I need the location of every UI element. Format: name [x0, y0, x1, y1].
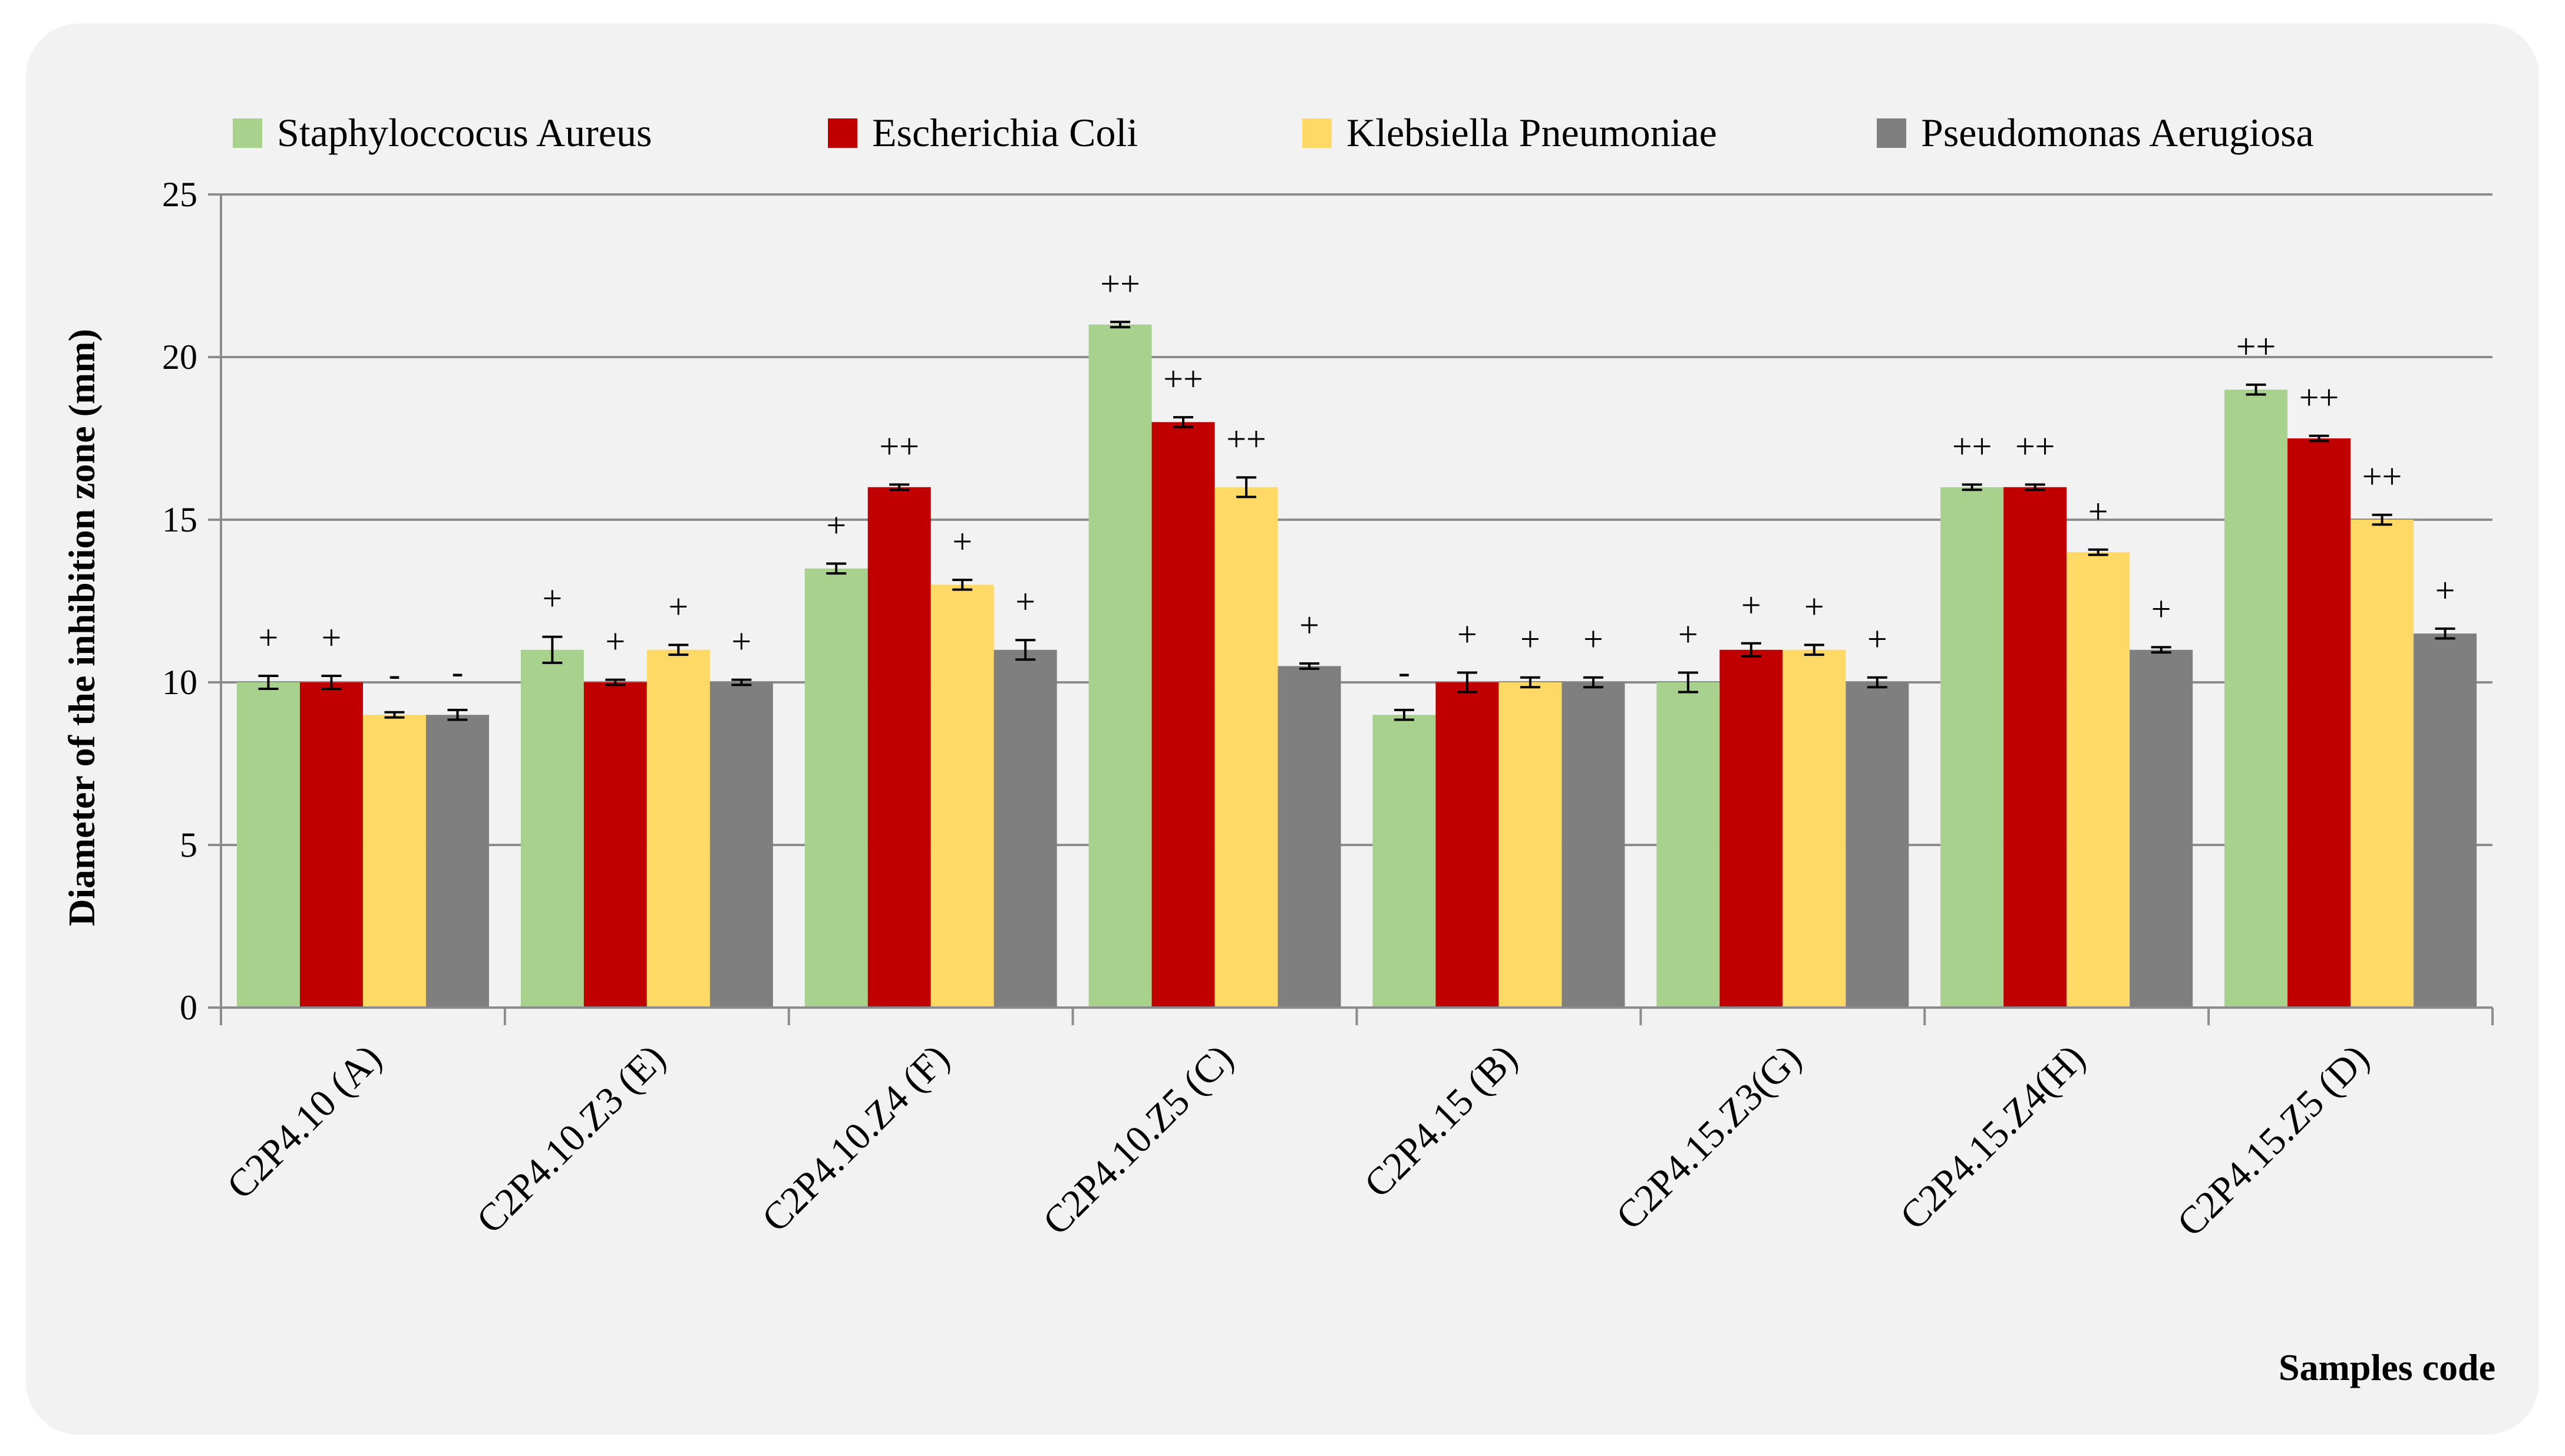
significance-label: +	[1741, 586, 1761, 625]
significance-label: +	[952, 522, 972, 561]
bar	[2224, 389, 2288, 1008]
significance-label: ++	[1163, 359, 1203, 398]
significance-label: ++	[2015, 427, 2055, 465]
x-tick-label: C2P4.15.Z3(G)	[1608, 1036, 1810, 1238]
x-tick-label: C2P4.15.Z4(H)	[1892, 1036, 2094, 1238]
bar	[425, 715, 489, 1008]
x-tick-label: C2P4.10.Z5 (C)	[1035, 1036, 1242, 1243]
significance-label: ++	[1952, 427, 1992, 465]
significance-label: +	[1457, 615, 1477, 653]
bar	[646, 649, 710, 1008]
bar	[1372, 715, 1436, 1008]
bar	[1277, 666, 1341, 1008]
significance-label: ++	[1100, 264, 1140, 303]
bar	[1151, 422, 1215, 1008]
legend-swatch	[828, 118, 857, 148]
significance-label: +	[542, 579, 562, 618]
bar	[993, 649, 1057, 1008]
bar	[804, 568, 868, 1008]
y-axis-title: Diameter of the inhibition zone (mm)	[61, 329, 103, 926]
bar	[1562, 682, 1625, 1008]
legend-swatch	[233, 118, 262, 148]
bar	[1782, 649, 1846, 1008]
significance-label: +	[1583, 620, 1603, 659]
y-tick-label: 20	[162, 338, 197, 377]
significance-label: -	[388, 655, 400, 694]
legend-label: Escherichia Coli	[872, 110, 1138, 155]
y-tick-label: 0	[180, 988, 197, 1027]
bar	[299, 682, 363, 1008]
significance-label: +	[668, 587, 688, 626]
bar	[583, 682, 647, 1008]
bar	[236, 682, 300, 1008]
bar	[2003, 487, 2067, 1008]
significance-label: +	[1015, 582, 1035, 621]
bar	[520, 649, 584, 1008]
significance-label: +	[1867, 620, 1887, 659]
bars: + +- -++++++++++++++++-+ + + ++ ++++ ++++++++++…	[236, 264, 2477, 1008]
significance-label: ++	[2299, 378, 2339, 417]
legend: Staphyloccocus Aureus Escherichia Coli Kle…	[233, 110, 2314, 155]
bar	[2351, 520, 2414, 1008]
bar	[2130, 649, 2193, 1008]
bar	[1088, 324, 1152, 1008]
bar	[1719, 649, 1783, 1008]
bar	[930, 585, 994, 1008]
y-tick-label: 5	[180, 826, 197, 864]
bar	[2066, 552, 2130, 1008]
y-tick-label: 15	[162, 500, 197, 539]
significance-label: +	[826, 506, 846, 545]
bar	[709, 682, 773, 1008]
legend-swatch	[1302, 118, 1332, 148]
bar	[1214, 487, 1278, 1008]
significance-label: +	[731, 622, 751, 661]
significance-label: ++	[2236, 327, 2276, 366]
bar	[1656, 682, 1720, 1008]
legend-label: Staphyloccocus Aureus	[277, 110, 652, 155]
significance-label: ++	[2362, 457, 2402, 496]
bar	[1846, 682, 1909, 1008]
bar	[1940, 487, 2004, 1008]
bar	[867, 487, 931, 1008]
significance-label: +	[2088, 492, 2108, 531]
bar	[362, 715, 426, 1008]
legend-swatch	[1877, 118, 1906, 148]
x-tick-label: C2P4.10.Z3 (E)	[468, 1036, 674, 1242]
significance-label: +	[322, 618, 342, 657]
legend-label: Klebsiella Pneumoniae	[1346, 110, 1717, 155]
significance-label: ++	[1226, 420, 1266, 458]
bar	[1435, 682, 1499, 1008]
legend-label: Pseudomonas Aerugiosa	[1921, 110, 2314, 155]
bar	[1498, 682, 1562, 1008]
significance-label: +	[1520, 620, 1540, 659]
x-tick-label: C2P4.10 (A)	[219, 1036, 389, 1207]
significance-label: +	[605, 622, 625, 661]
significance-label: +	[2151, 589, 2171, 628]
significance-label: +	[2435, 571, 2455, 610]
significance-label: +	[259, 618, 279, 657]
x-tick-label: C2P4.10.Z4 (F)	[754, 1036, 958, 1240]
y-tick-label: 10	[162, 663, 197, 702]
x-tick-label: C2P4.15.Z5 (D)	[2169, 1036, 2378, 1245]
significance-label: +	[1804, 587, 1824, 626]
significance-label: -	[1398, 652, 1410, 691]
bar	[2414, 633, 2477, 1008]
x-axis-title: Samples code	[2279, 1346, 2495, 1388]
y-tick-label: 25	[162, 175, 197, 214]
significance-label: ++	[879, 427, 919, 465]
significance-label: -	[451, 652, 463, 691]
bar	[2287, 438, 2351, 1008]
x-tick-label: C2P4.15 (B)	[1356, 1036, 1526, 1206]
significance-label: +	[1678, 615, 1698, 653]
significance-label: +	[1299, 606, 1319, 645]
